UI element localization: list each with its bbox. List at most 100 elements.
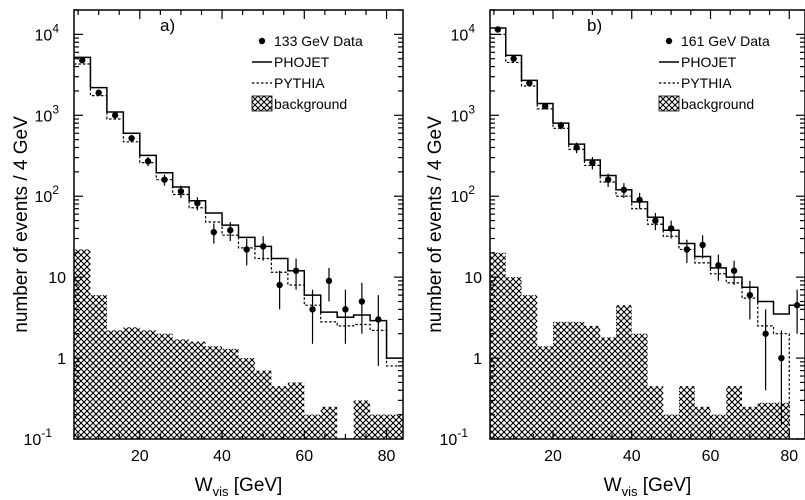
y-tick-label: 10 (48, 270, 66, 287)
legend-pythia-label: PYTHIA (681, 75, 732, 91)
data-point (227, 227, 234, 234)
plot-frame (73, 9, 404, 440)
y-tick-label: 10-1 (440, 426, 469, 449)
data-point (494, 26, 502, 33)
data-point (243, 246, 250, 253)
y-tick-label: 1 (57, 351, 66, 368)
y-axis: 10-1 1 10 102 103 104 (24, 9, 403, 449)
plot-frame (489, 9, 805, 440)
background-bar (694, 406, 711, 439)
data-point (358, 298, 366, 305)
background-bar (271, 386, 288, 439)
background-bar (600, 337, 616, 439)
y-axis-label: number of events / 4 GeV (11, 116, 32, 333)
data-point (95, 89, 102, 96)
y-tick-label: 102 (35, 183, 60, 206)
legend-background-swatch (251, 95, 273, 112)
data-point (778, 354, 785, 362)
background-bar (139, 330, 157, 439)
background-bar (189, 341, 206, 439)
background-bar (254, 370, 272, 439)
data-point (762, 330, 769, 337)
background-bar (304, 414, 321, 439)
data-point (375, 316, 382, 323)
background-bar (370, 414, 387, 439)
data-point (259, 243, 267, 250)
data-point (194, 199, 201, 207)
background-bar (663, 414, 679, 439)
x-tick-label: 60 (702, 448, 720, 465)
background-bar (537, 346, 553, 439)
data-point (683, 246, 691, 253)
background-bar (647, 386, 664, 439)
data-point (746, 291, 754, 299)
data-point (276, 281, 283, 289)
x-axis-label: Wvis [GeV] (604, 475, 692, 499)
data-point (793, 302, 801, 309)
y-tick-label: 10-1 (24, 426, 53, 449)
x-axis-label: Wvis [GeV] (195, 475, 283, 499)
data-point (177, 188, 185, 195)
data-point (620, 186, 628, 194)
x-tick-label: 40 (213, 448, 231, 465)
data-point (636, 196, 643, 204)
background-bar (490, 252, 506, 439)
phojet-step-line (490, 27, 805, 315)
background-bar (726, 386, 742, 439)
background-bar (553, 321, 569, 439)
panel-label: b) (587, 16, 602, 35)
legend-data-marker (665, 37, 673, 45)
legend-pythia-label: PYTHIA (274, 75, 325, 91)
y-axis: 10-1 1 10 102 103 104 (440, 9, 805, 449)
data-point (111, 112, 119, 119)
legend-phojet-label: PHOJET (274, 54, 330, 70)
data-point (541, 102, 549, 110)
background-bar (90, 295, 107, 439)
background-bar (222, 348, 239, 439)
data-point (589, 159, 596, 166)
pythia-step-line (74, 63, 403, 367)
data-point (699, 241, 706, 249)
data-point (510, 55, 517, 62)
y-tick-label: 104 (451, 21, 476, 44)
data-point (161, 176, 168, 183)
y-tick-label: 103 (35, 102, 60, 125)
background-bar (205, 346, 223, 439)
legend-background-label: background (681, 96, 754, 112)
data-point (292, 267, 300, 274)
legend-background-swatch (658, 95, 680, 112)
legend: 133 GeV Data PHOJET PYTHIA background (251, 33, 363, 112)
data-point (715, 262, 722, 269)
x-axis: 20 40 60 80 (493, 10, 798, 465)
background-bar (238, 358, 255, 439)
y-tick-label: 104 (35, 21, 60, 44)
data-point (144, 158, 152, 165)
x-tick-label: 80 (780, 448, 798, 465)
x-tick-label: 20 (131, 448, 149, 465)
phojet-step-line (74, 56, 403, 359)
background-bar (505, 277, 522, 439)
background-bar (74, 249, 91, 439)
y-tick-label: 102 (451, 183, 476, 206)
background-bar (521, 295, 538, 439)
background-bar (679, 386, 695, 439)
panel-b: 10-1 1 10 102 103 104 20 40 60 80 Wvis [GeV] number… (425, 9, 805, 499)
y-tick-label: 103 (451, 102, 476, 125)
x-tick-label: 80 (378, 448, 396, 465)
background-histogram (490, 252, 790, 439)
data-point (667, 225, 675, 232)
data-point (526, 79, 533, 87)
panel-label: a) (160, 16, 175, 35)
data-point (604, 176, 612, 183)
data-point (652, 217, 659, 224)
legend-background-label: background (274, 96, 347, 112)
data-point (128, 135, 135, 142)
data-point (325, 277, 333, 285)
background-bar (616, 305, 632, 439)
legend-data-label: 133 GeV Data (274, 33, 363, 49)
x-tick-label: 40 (623, 448, 641, 465)
background-histogram (74, 249, 403, 439)
legend-data-label: 161 GeV Data (681, 33, 770, 49)
data-point (573, 144, 580, 151)
background-bar (156, 333, 173, 439)
